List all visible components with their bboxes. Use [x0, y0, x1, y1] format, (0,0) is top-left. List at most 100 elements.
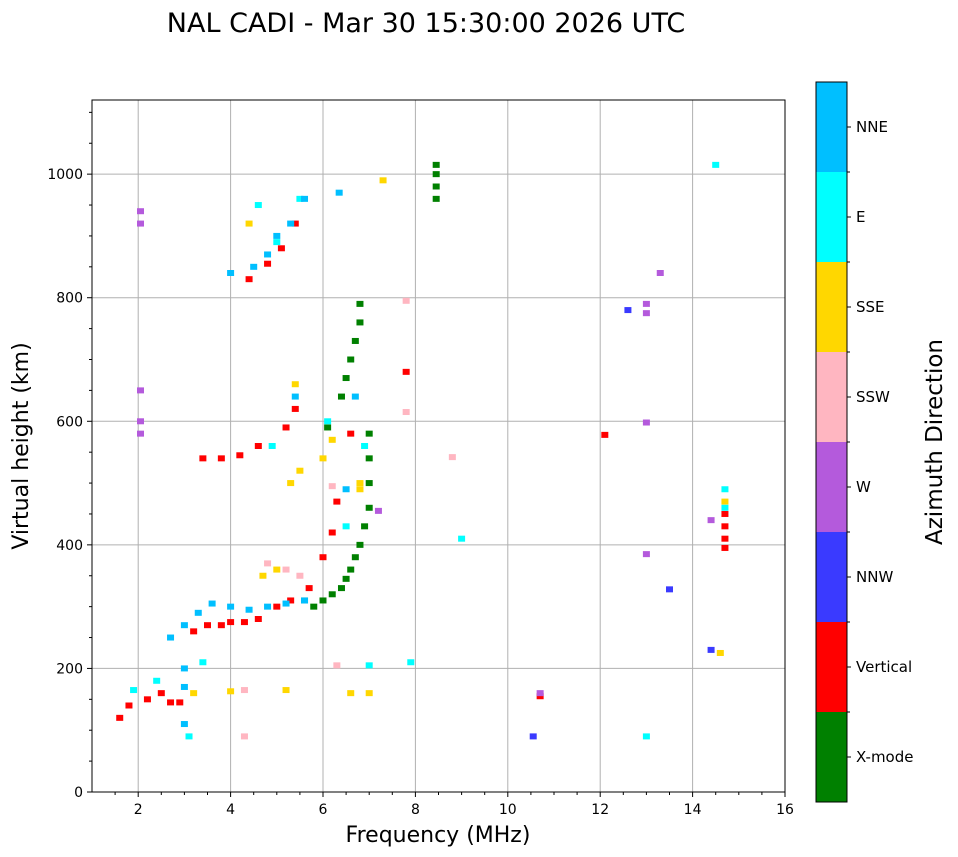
y-axis-ticks: 0 200 400 600 800 1000 — [47, 111, 92, 801]
echo-point-e — [199, 659, 207, 666]
echo-point-w — [642, 551, 650, 558]
x-tick-label: 10 — [499, 802, 517, 818]
echo-point-x-mode — [342, 575, 350, 582]
echo-point-nne — [180, 622, 188, 629]
echo-point-nne — [208, 600, 216, 607]
echo-point-vertical — [236, 452, 244, 459]
echo-point-w — [374, 507, 382, 514]
echo-point-vertical — [721, 523, 729, 530]
echo-point-vertical — [305, 585, 313, 592]
echo-point-vertical — [721, 510, 729, 517]
echo-point-nne — [287, 220, 295, 227]
colorbar-label: Vertical — [856, 658, 912, 676]
echo-point-nnw — [666, 586, 673, 593]
echo-point-vertical — [116, 714, 124, 721]
echo-point-nne — [180, 665, 188, 672]
echo-point-x-mode — [365, 455, 373, 462]
echo-point-x-mode — [319, 597, 327, 604]
echo-point-x-mode — [365, 504, 373, 511]
echo-point-vertical — [167, 699, 175, 706]
y-axis-label: Virtual height (km) — [9, 342, 34, 549]
echo-point-nne — [282, 600, 290, 607]
echo-point-vertical — [282, 424, 290, 431]
echo-point-w — [536, 690, 544, 697]
echo-point-nne — [250, 263, 258, 270]
echo-point-vertical — [721, 535, 729, 542]
echo-point-e — [342, 523, 350, 530]
echo-point-x-mode — [365, 480, 373, 487]
echo-point-x-mode — [361, 523, 369, 530]
y-tick-label: 200 — [56, 661, 83, 677]
colorbar-title: Azimuth Direction — [922, 339, 948, 545]
echo-point-nne — [335, 189, 343, 196]
echo-point-sse — [282, 687, 290, 694]
echo-point-vertical — [199, 455, 207, 462]
echo-point-w — [656, 270, 664, 276]
x-tick-label: 12 — [591, 802, 609, 818]
y-tick-label: 1000 — [47, 167, 83, 183]
echo-point-vertical — [291, 405, 299, 412]
echo-point-vertical — [254, 616, 262, 622]
echo-point-ssw — [328, 483, 336, 490]
colorbar: X-mode Vertical NNW W SSW SSE E NNE — [815, 81, 913, 803]
echo-point-sse — [347, 690, 355, 697]
colorbar-segment-w — [816, 442, 847, 532]
echo-point-vertical — [291, 220, 299, 227]
echo-point-w — [137, 418, 145, 425]
echo-point-e — [185, 733, 193, 740]
echo-point-nne — [264, 251, 272, 258]
data-points — [116, 161, 729, 740]
echo-point-x-mode — [432, 161, 440, 168]
echo-point-ssw — [240, 733, 248, 740]
echo-point-ssw — [264, 560, 272, 567]
echo-point-e — [721, 486, 729, 493]
echo-point-sse — [259, 572, 267, 579]
echo-point-vertical — [264, 260, 272, 267]
echo-point-sse — [379, 177, 387, 184]
echo-point-vertical — [721, 544, 729, 551]
echo-point-vertical — [217, 455, 225, 462]
echo-point-w — [642, 310, 650, 317]
echo-point-e — [365, 662, 373, 669]
colorbar-frame — [815, 81, 848, 803]
echo-point-nnw — [529, 733, 537, 740]
echo-point-vertical — [190, 628, 198, 635]
echo-point-e — [296, 195, 304, 202]
colorbar-segment-e — [816, 172, 847, 262]
echo-point-x-mode — [337, 585, 345, 592]
x-tick-label: 6 — [319, 802, 328, 818]
echo-point-ssw — [402, 409, 410, 416]
x-axis-ticks: 2 4 6 8 10 12 14 16 — [114, 792, 794, 818]
echo-point-w — [137, 208, 145, 215]
x-axis-label: Frequency (MHz) — [346, 823, 531, 848]
echo-point-vertical — [217, 622, 225, 629]
colorbar-label: SSW — [856, 388, 890, 406]
echo-point-x-mode — [347, 566, 355, 573]
echo-point-vertical — [277, 245, 285, 252]
echo-point-e — [153, 677, 161, 684]
colorbar-segment-sse — [816, 262, 847, 352]
echo-point-sse — [287, 480, 295, 487]
echo-point-sse — [721, 498, 729, 505]
echo-point-nne — [264, 603, 272, 610]
echo-point-nne — [227, 270, 235, 276]
echo-point-vertical — [347, 430, 355, 437]
y-tick-label: 0 — [74, 785, 83, 801]
colorbar-label: SSE — [856, 298, 885, 316]
echo-point-vertical — [287, 597, 295, 604]
x-tick-label: 16 — [776, 802, 794, 818]
x-tick-label: 8 — [411, 802, 420, 818]
echo-point-nne — [273, 232, 281, 239]
echo-point-vertical — [333, 498, 341, 505]
colorbar-label: E — [856, 208, 865, 226]
echo-point-ssw — [240, 687, 248, 694]
y-tick-label: 400 — [56, 538, 83, 554]
echo-point-x-mode — [356, 319, 364, 326]
echo-point-ssw — [448, 454, 456, 461]
echo-point-vertical — [536, 693, 544, 700]
echo-point-sse — [319, 455, 327, 462]
echo-point-e — [273, 239, 281, 246]
echo-point-vertical — [328, 529, 336, 536]
echo-point-nne — [180, 721, 188, 728]
